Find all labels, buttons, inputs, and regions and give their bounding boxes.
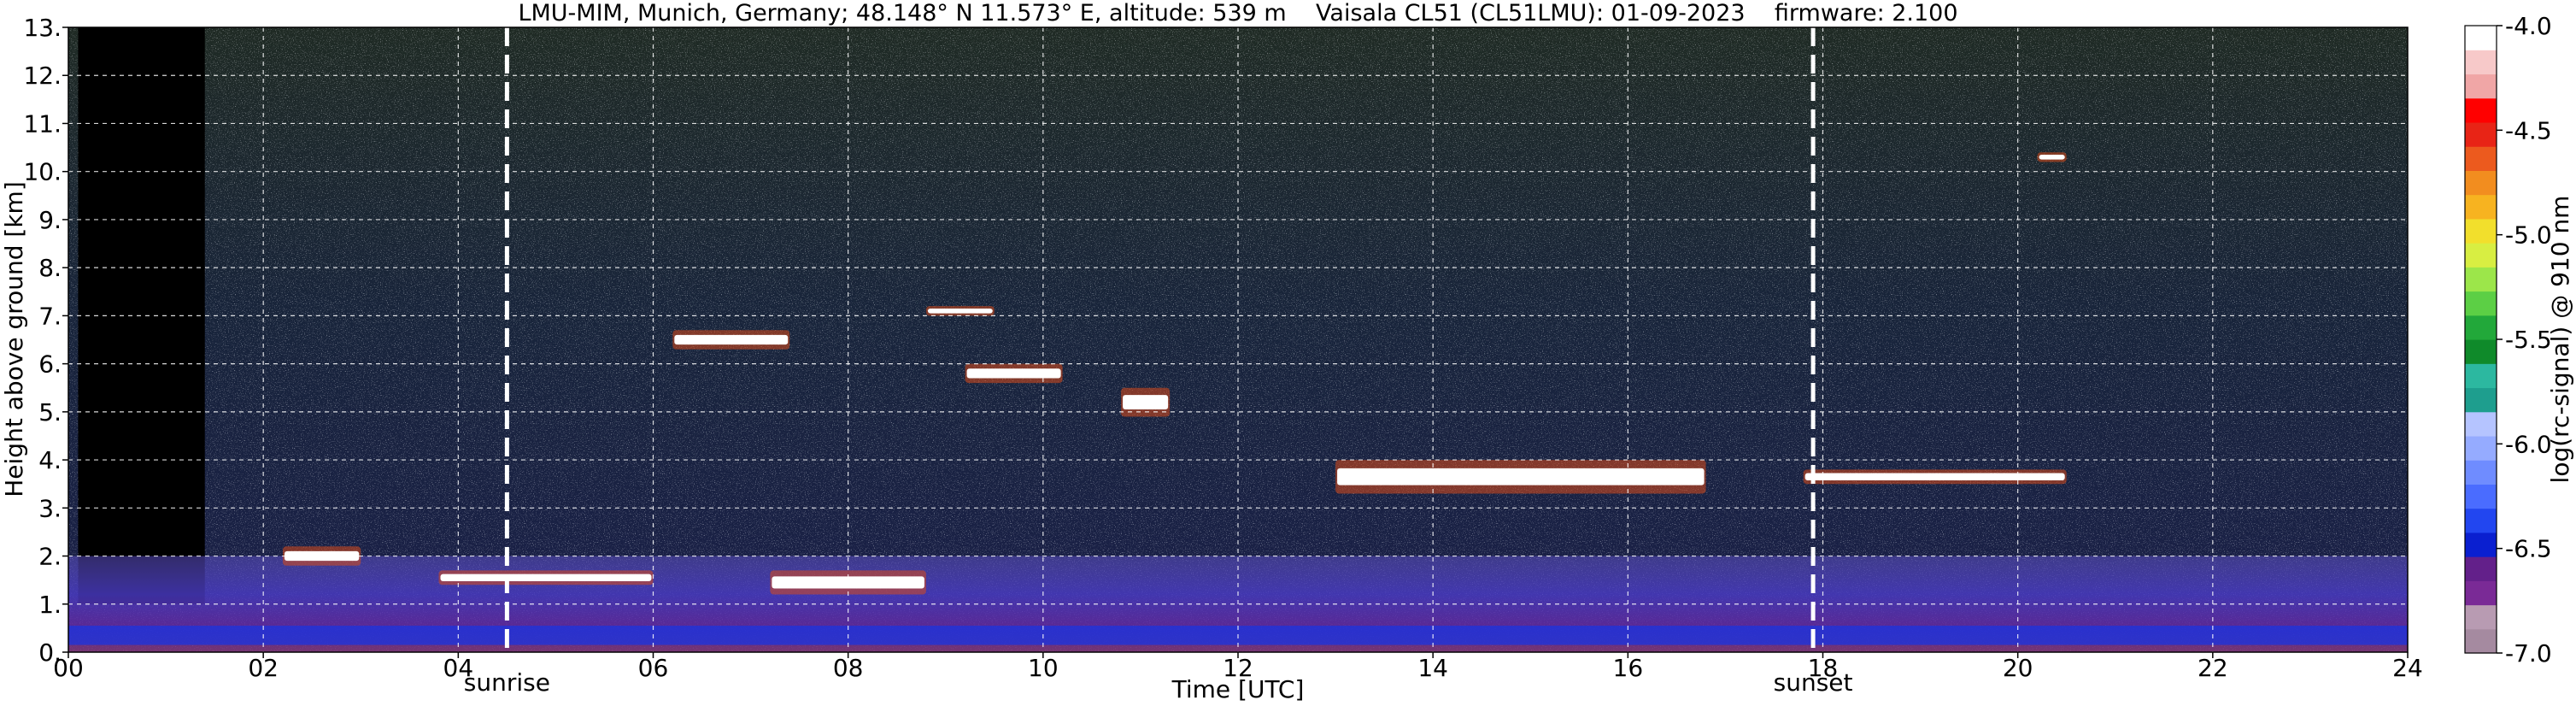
y-tick-label-3: 3.: [38, 494, 62, 522]
y-tick-label-6: 6.: [38, 350, 62, 379]
x-tick-label-14: 14: [1417, 654, 1448, 682]
cloud-4-core: [772, 576, 924, 589]
cloud-5-core: [674, 334, 789, 345]
cloud-4: [770, 570, 926, 595]
colorbar-swatch-15: [2465, 267, 2497, 292]
y-tick-label-10: 10.: [23, 158, 62, 186]
x-tick-label-06: 06: [638, 654, 669, 682]
cloud-10: [1803, 469, 2067, 485]
y-axis-label: Height above ground [km]: [0, 181, 28, 497]
cloud-11: [2037, 152, 2067, 162]
colorbar-swatch-24: [2465, 50, 2497, 75]
colorbar-tick-label-6: -7.0: [2505, 639, 2552, 668]
colorbar-swatch-9: [2465, 411, 2497, 437]
colorbar-swatch-16: [2465, 243, 2497, 268]
x-tick-label-12: 12: [1223, 654, 1253, 682]
colorbar-swatch-10: [2465, 387, 2497, 413]
cloud-3: [438, 570, 654, 585]
colorbar-swatch-12: [2465, 339, 2497, 364]
x-tick-label-08: 08: [833, 654, 864, 682]
sun-markers: sunrise sunset: [464, 27, 1853, 697]
x-tick-label-20: 20: [2003, 654, 2033, 682]
x-tick-label-24: 24: [2392, 654, 2423, 682]
colorbar-swatch-5: [2465, 508, 2497, 533]
colorbar-swatch-6: [2465, 484, 2497, 509]
x-tick-label-22: 22: [2198, 654, 2228, 682]
cloud-5: [672, 330, 790, 350]
colorbar-swatch-18: [2465, 194, 2497, 220]
cloud-2-core: [284, 550, 360, 562]
y-tick-label-8: 8.: [38, 254, 62, 282]
colorbar-swatch-22: [2465, 97, 2497, 123]
y-tick-label-2: 2.: [38, 543, 62, 571]
y-tick-label-5: 5.: [38, 398, 62, 427]
x-tick-label-00: 00: [53, 654, 84, 682]
gridlines: [68, 27, 2408, 652]
colorbar-swatch-1: [2465, 604, 2497, 630]
x-tick-label-04: 04: [443, 654, 474, 682]
colorbar-swatch-8: [2465, 435, 2497, 461]
colorbar-swatch-19: [2465, 170, 2497, 196]
colorbar-swatch-17: [2465, 218, 2497, 244]
colorbar-tick-label-0: -4.0: [2505, 12, 2552, 40]
y-tick-label-4: 4.: [38, 446, 62, 474]
cloud-2: [282, 546, 361, 566]
colorbar-label: log(rc-signal) @ 910 nm: [2546, 196, 2574, 484]
colorbar-swatch-25: [2465, 26, 2497, 50]
y-tick-label-9: 9.: [38, 206, 62, 234]
sunset-label: sunset: [1774, 668, 1853, 697]
colorbar-swatch-7: [2465, 460, 2497, 485]
y-tick-label-11: 11.: [23, 109, 62, 138]
colorbar-swatch-13: [2465, 315, 2497, 340]
cloud-7: [965, 363, 1063, 384]
colorbar-ticks: -4.0 -4.5 -5.0 -5.5 -6.0 -6.5 -7.0: [2497, 12, 2552, 668]
cloud-8-core: [1123, 395, 1169, 410]
colorbar: [2465, 26, 2497, 654]
y-tick-label-0: 0.: [38, 638, 62, 667]
colorbar-swatch-14: [2465, 291, 2497, 316]
x-axis-label: Time [UTC]: [1171, 675, 1305, 703]
colorbar-swatch-20: [2465, 146, 2497, 171]
y-tick-label-7: 7.: [38, 302, 62, 330]
cloud-6-core: [927, 308, 993, 314]
y-tick-label-1: 1.: [38, 591, 62, 619]
colorbar-swatch-21: [2465, 121, 2497, 147]
cloud-8: [1121, 387, 1171, 417]
cloud-3-core: [440, 574, 652, 582]
cloud-9-core: [1337, 468, 1705, 485]
chart-title: LMU-MIM, Munich, Germany; 48.148° N 11.5…: [518, 0, 1957, 26]
x-axis-ticks: 00 02 04 06 08 10 12 14 16 18 20 22 24: [53, 652, 2423, 682]
colorbar-tick-label-5: -6.5: [2505, 535, 2552, 563]
colorbar-tick-label-3: -5.5: [2505, 326, 2552, 354]
colorbar-swatch-4: [2465, 532, 2497, 557]
y-axis-ticks: 0. 1. 2. 3. 4. 5. 6. 7. 8. 9. 10. 11. 12. 13.: [23, 14, 68, 667]
colorbar-swatch-0: [2465, 628, 2497, 654]
colorbar-swatch-11: [2465, 363, 2497, 389]
colorbar-swatch-23: [2465, 74, 2497, 99]
colorbar-tick-label-1: -4.5: [2505, 116, 2552, 144]
noise-texture-orange: [653, 27, 1434, 364]
cloud-6: [925, 306, 995, 316]
y-tick-label-13: 13.: [23, 14, 62, 42]
y-tick-label-12: 12.: [23, 62, 62, 90]
colorbar-swatch-3: [2465, 556, 2497, 581]
x-tick-label-18: 18: [1808, 654, 1839, 682]
sunrise-label: sunrise: [464, 668, 550, 697]
cloud-10-core: [1804, 473, 2065, 480]
x-tick-label-16: 16: [1613, 654, 1644, 682]
x-tick-label-10: 10: [1028, 654, 1059, 682]
cloud-11-core: [2039, 155, 2065, 160]
cloud-7-core: [966, 368, 1061, 379]
cloud-9: [1335, 460, 1706, 494]
x-tick-label-02: 02: [248, 654, 279, 682]
colorbar-tick-label-4: -6.0: [2505, 430, 2552, 458]
colorbar-swatch-2: [2465, 580, 2497, 606]
colorbar-tick-label-2: -5.0: [2505, 221, 2552, 250]
